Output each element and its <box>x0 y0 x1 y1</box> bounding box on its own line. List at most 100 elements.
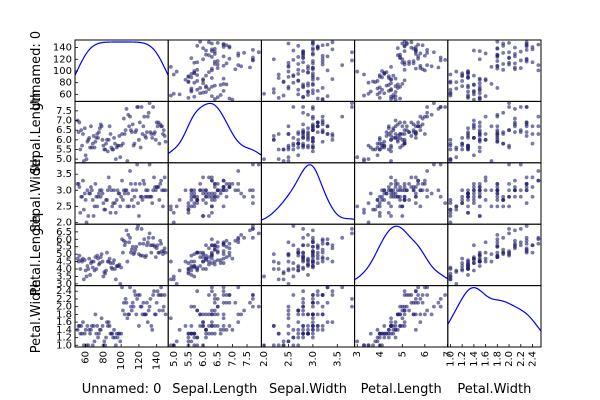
scatter-point <box>221 300 226 305</box>
scatter-point <box>198 264 203 268</box>
scatter-point <box>81 132 85 136</box>
scatter-point <box>495 244 500 249</box>
scatter-point <box>466 69 470 73</box>
scatter-point <box>395 137 400 142</box>
scatter-point <box>471 243 476 248</box>
scatter-point <box>448 265 453 270</box>
scatter-point <box>159 178 164 183</box>
scatter-point <box>215 59 220 63</box>
x-tick-label: 4 <box>375 351 386 357</box>
scatter-point <box>310 39 315 44</box>
scatter-point <box>221 289 226 294</box>
scatter-point <box>513 194 517 199</box>
scatter-point <box>411 130 416 135</box>
scatter-point <box>75 256 80 261</box>
scatter-point <box>198 86 203 90</box>
scatter-point <box>413 201 418 206</box>
scatter-point <box>306 331 310 336</box>
scatter-point <box>513 188 517 193</box>
scatter-point <box>301 69 306 73</box>
scatter-point <box>121 250 125 255</box>
scatter-point <box>209 237 214 242</box>
cell-sepal-length-vs-petal-length <box>354 100 449 164</box>
scatter-point <box>215 181 220 186</box>
y-tick-label: 1.6 <box>56 317 72 328</box>
scatter-point <box>315 256 320 261</box>
scatter-point <box>91 134 96 138</box>
scatter-point <box>133 181 138 186</box>
cell-petal-width-vs-unnamed-0 <box>74 285 169 348</box>
scatter-point <box>471 185 476 189</box>
scatter-point <box>174 339 179 344</box>
scatter-point <box>93 181 98 186</box>
scatter-point <box>391 188 396 193</box>
scatter-point <box>137 214 141 218</box>
scatter-point <box>174 69 179 74</box>
scatter-point <box>183 77 188 82</box>
scatter-point <box>221 185 226 189</box>
scatter-point <box>151 105 156 109</box>
scatter-point <box>448 137 453 142</box>
scatter-point <box>518 105 523 109</box>
scatter-point <box>291 293 296 297</box>
scatter-point <box>168 316 173 321</box>
scatter-point <box>108 210 113 215</box>
x-tick-label: 7.5 <box>242 351 253 367</box>
cell-frame <box>354 100 449 164</box>
scatter-point <box>198 255 203 260</box>
scatter-point <box>513 52 517 56</box>
scatter-point <box>126 232 131 237</box>
scatter-point <box>404 128 409 133</box>
scatter-point <box>291 147 296 152</box>
scatter-point <box>524 48 529 52</box>
scatter-point <box>215 297 220 301</box>
scatter-point <box>466 204 470 209</box>
scatter-point <box>296 92 301 97</box>
scatter-point <box>271 267 276 271</box>
scatter-point <box>466 258 470 262</box>
scatter-point <box>92 339 97 344</box>
scatter-point <box>195 343 200 348</box>
scatter-point <box>315 261 320 265</box>
scatter-point <box>315 312 320 317</box>
scatter-point <box>507 41 511 45</box>
cell-petal-length-vs-sepal-length <box>167 223 262 287</box>
scatter-point <box>425 110 430 115</box>
scatter-point <box>163 139 168 144</box>
scatter-point <box>425 50 430 55</box>
cell-sepal-length-vs-unnamed-0 <box>74 100 169 164</box>
scatter-point <box>377 147 382 152</box>
scatter-point <box>422 132 427 136</box>
scatter-point <box>413 45 418 49</box>
scatter-point <box>291 243 296 248</box>
scatter-point <box>177 198 182 202</box>
scatter-point <box>123 297 128 301</box>
scatter-point <box>168 204 173 209</box>
scatter-point <box>81 178 85 183</box>
scatter-point <box>325 256 330 261</box>
scatter-point <box>207 70 211 75</box>
scatter-point <box>413 289 418 294</box>
scatter-point <box>233 67 238 72</box>
scatter-point <box>320 114 325 119</box>
scatter-point <box>146 235 151 240</box>
scatter-point <box>501 194 506 199</box>
scatter-point <box>204 243 208 248</box>
scatter-point <box>163 250 168 255</box>
scatter-point <box>209 84 214 89</box>
scatter-point <box>402 67 407 72</box>
scatter-point <box>224 188 229 193</box>
scatter-point <box>495 185 500 189</box>
scatter-point <box>192 274 197 279</box>
scatter-point <box>99 124 104 129</box>
scatter-point <box>80 143 84 148</box>
scatter-point <box>315 324 320 328</box>
scatter-point <box>315 130 320 135</box>
scatter-point <box>189 75 194 80</box>
scatter-point <box>189 304 194 309</box>
scatter-point <box>438 55 443 60</box>
scatter-point <box>398 52 402 57</box>
scatter-point <box>483 137 488 142</box>
scatter-point <box>301 82 306 87</box>
scatter-point <box>149 132 154 136</box>
